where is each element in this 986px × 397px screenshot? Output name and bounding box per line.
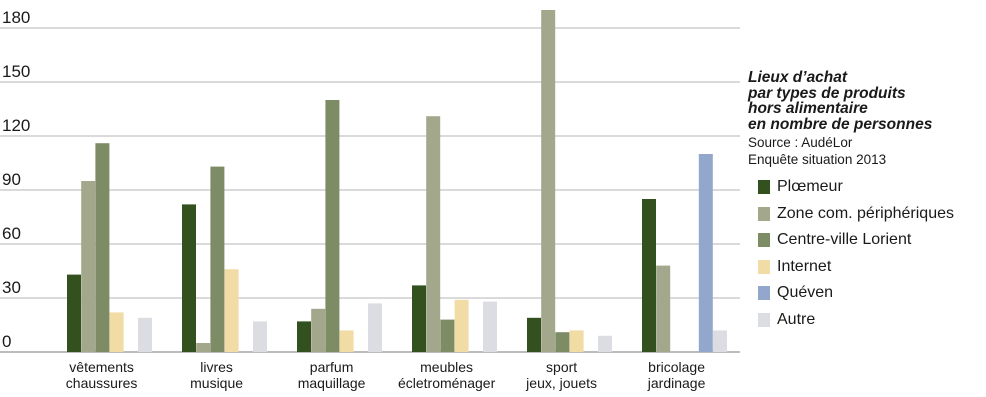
bar [339,330,354,352]
title-line: Lieux d’achat [748,69,848,86]
x-tick-label: vêtements [69,359,134,375]
bar [182,204,196,352]
x-tick-label: écletroménager [398,375,496,391]
x-tick-label: sport [546,359,577,375]
legend-item: Plœmeur [748,174,984,201]
bars [67,10,727,352]
legend-label: Quéven [777,284,834,302]
x-tick-label: parfum [310,359,354,375]
legend-item: Quéven [748,280,984,307]
y-tick-label: 150 [2,62,30,81]
title-line: en nombre de personnes [748,115,933,133]
y-axis-ticks: 0 30 60 90 120 150 180 [2,8,30,351]
legend-swatch [758,180,770,195]
bar [713,330,727,352]
bar [440,319,455,352]
x-tick-label: jardinage [647,375,706,391]
source-line: Source : AudéLor [748,135,853,150]
y-tick-label: 0 [2,332,11,351]
y-tick-label: 120 [2,116,30,135]
y-tick-label: 60 [2,224,21,243]
legend-swatch [758,206,770,221]
gridlines [0,27,740,353]
legend-item: Zone com. périphériques [748,201,984,228]
bar [109,312,124,352]
legend-swatch [758,259,770,274]
y-tick-label: 90 [2,170,21,189]
bar [81,181,96,352]
x-tick-label: chaussures [66,375,138,391]
y-tick-label: 30 [2,278,21,297]
bar [642,199,656,352]
legend-label: Plœmeur [777,178,843,196]
bar [138,317,152,352]
legend: Plœmeur Zone com. périphériques Centre-v… [748,174,984,333]
bar [224,269,239,352]
bar [569,330,584,352]
bar [426,116,441,352]
source-note: Source : AudéLor Enquête situation 2013 [748,134,984,168]
x-tick-label: livres [200,359,233,375]
x-tick-label: musique [190,375,243,391]
source-line: Enquête situation 2013 [748,152,887,167]
bar [598,335,612,352]
bar [698,154,713,352]
bar [210,166,225,352]
bar [311,308,326,352]
bar [541,10,556,352]
x-tick-label: jeux, jouets [525,375,597,391]
bar [555,332,570,352]
bar [483,301,497,352]
bar [527,317,541,352]
x-tick-label: meubles [420,359,473,375]
legend-item: Centre-ville Lorient [748,227,984,254]
legend-item: Internet [748,254,984,281]
x-tick-label: bricolage [648,359,705,375]
info-panel: Lieux d’achat par types de produits hors… [748,70,984,333]
title-line: hors alimentaire [748,100,868,117]
legend-swatch [758,312,770,327]
bar [196,343,211,352]
legend-swatch [758,286,770,301]
bar [368,303,382,352]
bar [95,143,110,352]
legend-label: Centre-ville Lorient [777,231,912,249]
bar [253,321,267,352]
bar [412,285,426,352]
bar [297,321,311,352]
title-line: par types de produits [748,84,906,102]
y-tick-label: 180 [2,8,30,27]
legend-swatch [758,233,770,248]
chart-title: Lieux d’achat par types de produits hors… [748,70,984,132]
legend-label: Autre [777,310,816,328]
bar [656,265,671,352]
bar [67,274,81,352]
x-tick-label: maquillage [298,375,366,391]
bar [454,299,469,352]
legend-item: Autre [748,307,984,334]
legend-label: Zone com. périphériques [777,204,954,222]
legend-label: Internet [777,257,832,275]
bar [325,100,340,352]
